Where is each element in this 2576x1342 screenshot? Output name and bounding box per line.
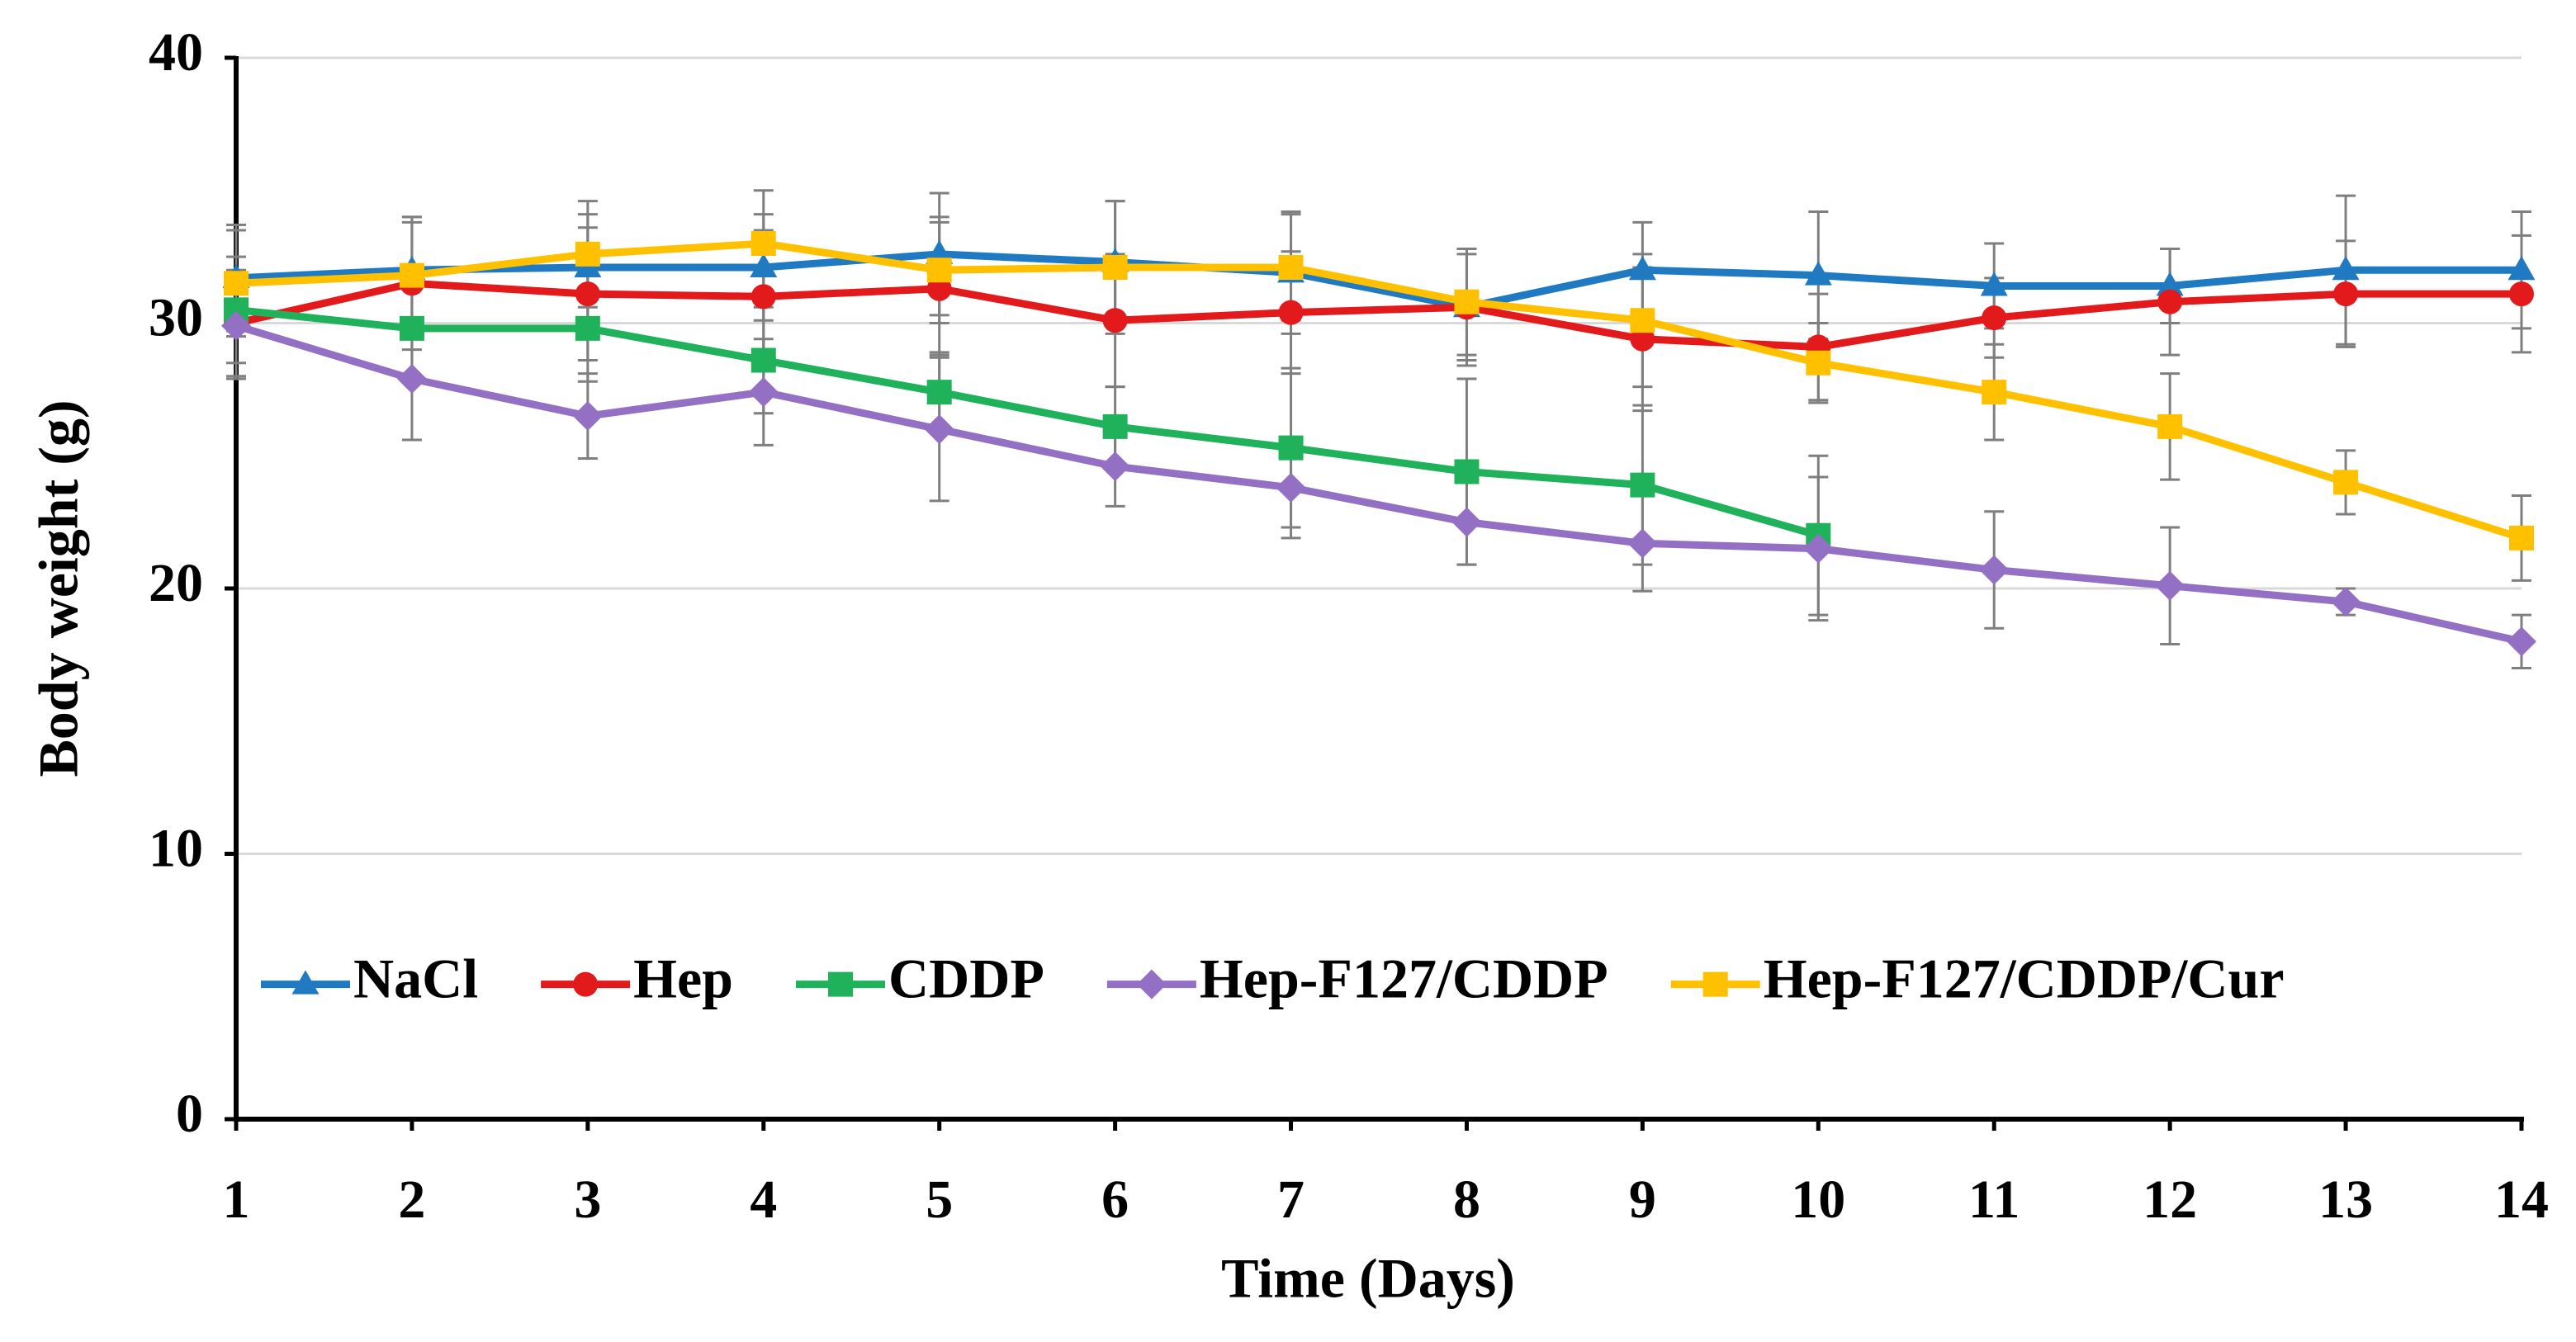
x-tick-label: 10 bbox=[1791, 1170, 1845, 1230]
marker bbox=[1454, 459, 1480, 484]
marker bbox=[1806, 350, 1831, 376]
legend: NaCl Hep CDDP Hep-F127/CDDP Hep-F127/CDDP/Cu… bbox=[261, 947, 2285, 1009]
marker bbox=[926, 258, 952, 283]
marker bbox=[1627, 528, 1658, 559]
marker bbox=[2507, 626, 2536, 657]
marker bbox=[2156, 272, 2184, 296]
x-tick-label: 4 bbox=[750, 1170, 777, 1230]
marker bbox=[399, 262, 424, 288]
marker bbox=[224, 297, 249, 323]
legend-label: NaCl bbox=[353, 947, 478, 1009]
marker bbox=[1278, 435, 1304, 461]
marker bbox=[751, 284, 776, 310]
marker bbox=[575, 281, 600, 307]
x-tick-label: 14 bbox=[2494, 1170, 2549, 1230]
y-tick-label: 10 bbox=[149, 819, 203, 879]
marker bbox=[1628, 255, 1656, 281]
marker bbox=[1630, 326, 1655, 352]
marker bbox=[1102, 308, 1128, 333]
marker bbox=[1630, 308, 1655, 333]
series-line bbox=[235, 305, 1820, 540]
x-axis-title: Time (Days) bbox=[1221, 1247, 1515, 1310]
legend-label: Hep-F127/CDDP/Cur bbox=[1764, 947, 2285, 1009]
x-tick-label: 8 bbox=[1453, 1170, 1480, 1230]
marker bbox=[828, 971, 854, 997]
marker bbox=[221, 310, 251, 341]
marker bbox=[1451, 507, 1482, 537]
y-tick-label: 0 bbox=[176, 1084, 203, 1144]
marker bbox=[1804, 261, 1832, 286]
marker bbox=[2155, 570, 2185, 601]
marker bbox=[1979, 555, 2010, 585]
marker bbox=[1102, 254, 1128, 280]
marker bbox=[924, 414, 954, 445]
x-tick-label: 9 bbox=[1629, 1170, 1656, 1230]
x-tick-label: 13 bbox=[2318, 1170, 2373, 1230]
marker bbox=[1982, 305, 2007, 331]
marker bbox=[748, 377, 779, 408]
marker bbox=[575, 315, 600, 341]
marker bbox=[1630, 472, 1655, 498]
y-tick-label: 20 bbox=[149, 553, 203, 613]
marker bbox=[1980, 272, 2008, 296]
marker bbox=[396, 364, 427, 395]
marker bbox=[1102, 413, 1128, 439]
marker bbox=[2509, 281, 2534, 307]
marker bbox=[573, 971, 599, 997]
y-tick-label: 30 bbox=[149, 288, 203, 348]
marker bbox=[926, 380, 952, 405]
marker bbox=[575, 241, 600, 267]
marker bbox=[2157, 413, 2183, 439]
series-line bbox=[235, 250, 2522, 311]
marker bbox=[1100, 451, 1130, 482]
marker bbox=[1136, 969, 1167, 999]
marker bbox=[926, 276, 952, 301]
marker bbox=[1702, 971, 1728, 997]
x-tick-label: 2 bbox=[398, 1170, 425, 1230]
series-line bbox=[235, 279, 2522, 351]
marker bbox=[291, 970, 320, 995]
y-axis-title: Body weight (g) bbox=[27, 399, 90, 777]
marker bbox=[751, 231, 776, 257]
marker bbox=[751, 347, 776, 373]
marker bbox=[2332, 255, 2360, 281]
legend-label: CDDP bbox=[888, 947, 1044, 1009]
y-tick-label: 40 bbox=[149, 22, 203, 83]
x-tick-label: 5 bbox=[926, 1170, 953, 1230]
x-tick-label: 3 bbox=[574, 1170, 601, 1230]
marker bbox=[2333, 281, 2359, 307]
marker bbox=[399, 315, 424, 341]
marker bbox=[750, 253, 778, 277]
x-tick-label: 6 bbox=[1101, 1170, 1129, 1230]
legend-label: Hep-F127/CDDP bbox=[1200, 947, 1608, 1009]
marker bbox=[1278, 254, 1304, 280]
legend-label: Hep bbox=[633, 947, 733, 1009]
series-line bbox=[234, 322, 2522, 645]
marker bbox=[1454, 289, 1480, 314]
marker bbox=[1278, 300, 1304, 325]
series-line bbox=[235, 239, 2523, 542]
marker bbox=[1803, 533, 1834, 564]
marker bbox=[572, 401, 603, 432]
x-tick-label: 11 bbox=[1968, 1170, 2020, 1230]
marker bbox=[2509, 525, 2534, 551]
marker bbox=[2507, 255, 2536, 281]
marker bbox=[1276, 472, 1306, 503]
marker bbox=[2331, 587, 2361, 617]
x-tick-label: 12 bbox=[2143, 1170, 2197, 1230]
marker bbox=[2333, 470, 2359, 495]
x-tick-label: 1 bbox=[223, 1170, 250, 1230]
marker bbox=[1982, 380, 2007, 405]
marker bbox=[224, 271, 249, 296]
x-tick-label: 7 bbox=[1277, 1170, 1305, 1230]
marker bbox=[2157, 289, 2183, 314]
